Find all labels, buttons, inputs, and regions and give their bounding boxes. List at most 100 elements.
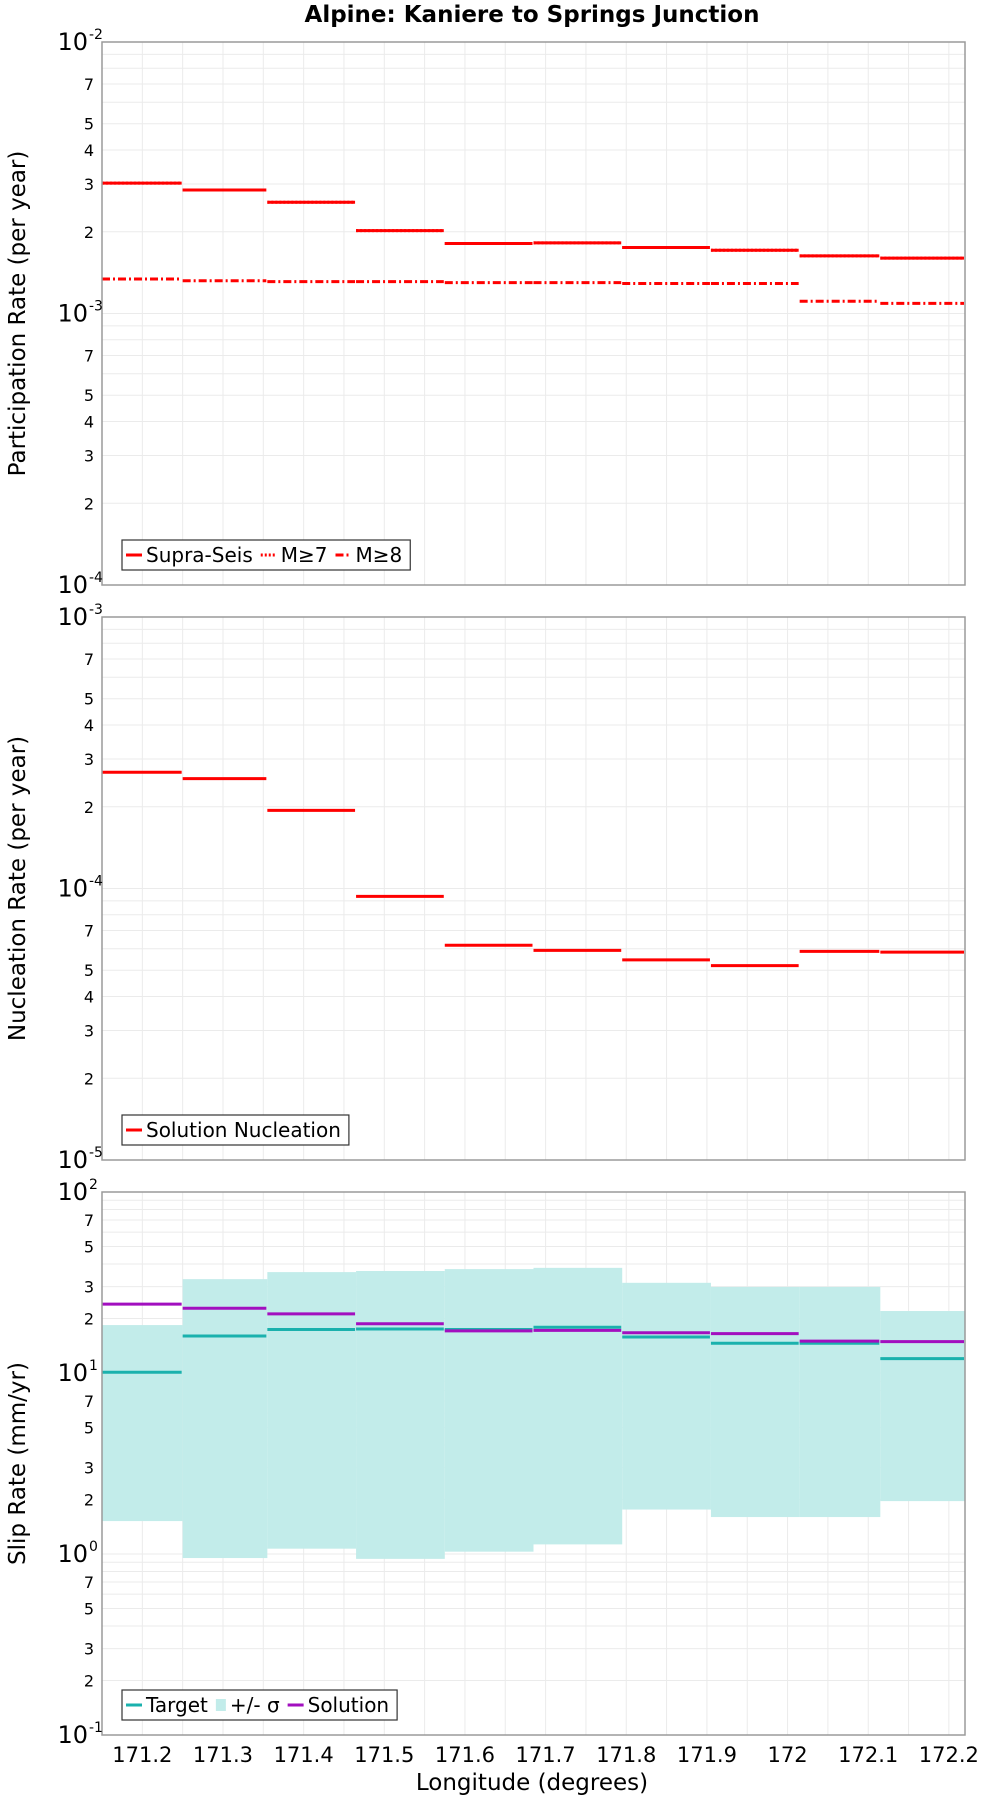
x-tick-label: 171.9	[677, 1743, 737, 1767]
series-supra-seis	[102, 181, 964, 260]
legend-entry: Supra-Seis	[146, 543, 253, 567]
y-minor-tick-label: 2	[84, 1672, 94, 1691]
y-minor-tick-label: 2	[84, 494, 94, 513]
y-minor-tick-label: 4	[84, 716, 94, 735]
y-major-tick-label: 10	[57, 1359, 88, 1387]
y-minor-tick-label: 7	[84, 1573, 94, 1592]
sigma-band-segment	[880, 1311, 965, 1502]
sigma-band-segment	[444, 1269, 534, 1552]
series-m-7	[102, 181, 964, 260]
plot-frame	[101, 41, 966, 586]
y-minor-tick-label: 2	[84, 223, 94, 242]
y-major-tick-label: 10	[57, 28, 88, 56]
y-minor-tick-label: 3	[84, 750, 94, 769]
x-tick-label: 172.1	[838, 1743, 898, 1767]
legend-nucleation: Solution Nucleation	[121, 1114, 350, 1146]
y-major-tick-label: 10	[57, 603, 88, 631]
y-minor-tick-label: 7	[84, 347, 94, 366]
x-tick-label: 172	[768, 1743, 808, 1767]
legend-entry: Solution Nucleation	[146, 1118, 341, 1142]
sigma-band-segment	[182, 1279, 268, 1559]
y-minor-tick-label: 5	[84, 1237, 94, 1256]
y-minor-tick-label: 3	[84, 1459, 94, 1478]
y-axis-label-nucleation: Nucleation Rate (per year)	[5, 736, 31, 1041]
y-minor-tick-label: 2	[84, 798, 94, 817]
legend-entry: Solution	[308, 1693, 389, 1717]
x-tick-label: 172.2	[919, 1743, 979, 1767]
legend-box	[121, 1114, 350, 1146]
x-tick-label: 171.4	[274, 1743, 334, 1767]
sigma-band-segment	[533, 1267, 623, 1545]
series-solution-nucleation	[102, 770, 964, 968]
y-minor-tick-label: 2	[84, 1491, 94, 1510]
y-axis-label-slip: Slip Rate (mm/yr)	[5, 1362, 31, 1565]
y-minor-tick-label: 5	[84, 690, 94, 709]
series-m-8	[102, 277, 964, 305]
x-tick-labels: 171.2 171.3 171.4 171.5 171.6 171.7 171.8 171.9…	[112, 1743, 979, 1767]
series-solution	[102, 1302, 964, 1344]
y-major-tick-label: 10	[57, 1721, 88, 1749]
plot-frame	[101, 616, 966, 1161]
y-minor-tick-label: 3	[84, 446, 94, 465]
y-minor-tick-label: 7	[84, 650, 94, 669]
series-target	[102, 1325, 964, 1374]
legend-entry: Target	[145, 1693, 208, 1717]
x-tick-label: 171.8	[596, 1743, 656, 1767]
panel-participation-grid	[101, 42, 965, 585]
legend-entry: M≥7	[281, 543, 328, 567]
chart-title: Alpine: Kaniere to Springs Junction	[305, 2, 760, 28]
y-minor-tick-label: 5	[84, 961, 94, 980]
y-minor-tick-label: 2	[84, 1069, 94, 1088]
y-minor-tick-label: 4	[84, 413, 94, 432]
y-major-tick-label: 10	[57, 1178, 88, 1206]
y-tick-exponent: 0	[89, 1539, 98, 1555]
x-tick-label: 171.6	[435, 1743, 495, 1767]
y-tick-exponent: 2	[89, 1177, 98, 1193]
x-tick-label: 171.5	[354, 1743, 414, 1767]
y-axis-label-participation: Participation Rate (per year)	[5, 151, 31, 477]
legend-entry: M≥8	[356, 543, 403, 567]
legend-slip: Target +/- σ Solution	[121, 1689, 398, 1721]
x-tick-label: 171.7	[516, 1743, 576, 1767]
y-major-tick-label: 10	[57, 571, 88, 599]
legend-entry: +/- σ	[230, 1693, 280, 1717]
y-minor-tick-label: 3	[84, 1021, 94, 1040]
sigma-band-segment	[622, 1282, 711, 1510]
sigma-band-segment	[267, 1272, 357, 1549]
legend-swatch-band	[215, 1699, 226, 1711]
y-major-tick-label: 10	[57, 300, 88, 328]
y-minor-tick-label: 5	[84, 115, 94, 134]
x-tick-label: 171.2	[112, 1743, 172, 1767]
sigma-band-segment	[799, 1286, 881, 1518]
sigma-band-segment	[710, 1286, 800, 1518]
y-minor-tick-label: 5	[84, 1599, 94, 1618]
legend-box	[121, 1689, 398, 1721]
y-minor-tick-label: 4	[84, 988, 94, 1007]
y-minor-tick-label: 3	[84, 1640, 94, 1659]
y-tick-exponent: -3	[89, 602, 103, 618]
y-tick-exponent: -4	[89, 570, 103, 586]
plot-frame	[101, 1191, 966, 1736]
sigma-band-segment	[356, 1271, 445, 1559]
y-minor-tick-label: 5	[84, 1418, 94, 1437]
y-tick-exponent: -1	[89, 1720, 103, 1736]
y-minor-tick-label: 7	[84, 1211, 94, 1230]
y-minor-tick-label: 7	[84, 1392, 94, 1411]
y-minor-tick-label: 5	[84, 386, 94, 405]
x-tick-label: 171.3	[193, 1743, 253, 1767]
y-minor-tick-label: 2	[84, 1310, 94, 1329]
y-tick-exponent: 1	[89, 1358, 98, 1374]
y-minor-tick-label: 3	[84, 1278, 94, 1297]
legend-participation: Supra-Seis M≥7 M≥8	[121, 539, 411, 571]
y-major-tick-label: 10	[57, 1146, 88, 1174]
y-minor-tick-label: 4	[84, 141, 94, 160]
y-major-tick-label: 10	[57, 1540, 88, 1568]
y-major-tick-label: 10	[57, 875, 88, 903]
sigma-band-segment	[102, 1325, 183, 1522]
y-minor-tick-label: 7	[84, 75, 94, 94]
y-minor-tick-label: 7	[84, 922, 94, 941]
